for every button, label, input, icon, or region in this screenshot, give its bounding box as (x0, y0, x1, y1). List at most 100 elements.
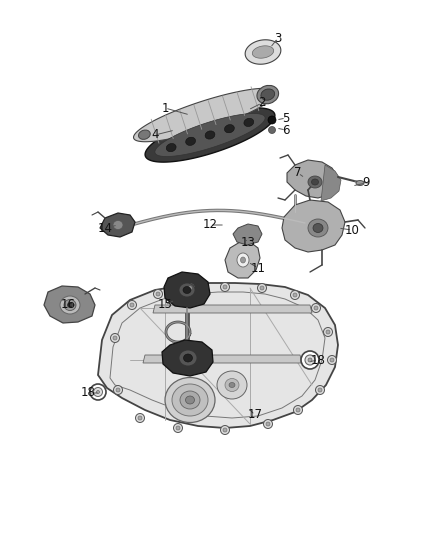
Ellipse shape (305, 355, 315, 365)
Ellipse shape (110, 334, 120, 343)
Polygon shape (233, 224, 262, 245)
Ellipse shape (223, 428, 227, 432)
Polygon shape (252, 46, 274, 58)
Ellipse shape (326, 330, 330, 334)
Polygon shape (143, 355, 302, 363)
Ellipse shape (261, 89, 275, 100)
Ellipse shape (356, 181, 364, 185)
Ellipse shape (173, 424, 183, 432)
Text: 15: 15 (158, 298, 173, 311)
Polygon shape (145, 108, 275, 162)
Ellipse shape (172, 384, 208, 416)
Ellipse shape (184, 354, 192, 362)
Ellipse shape (113, 336, 117, 340)
Ellipse shape (116, 388, 120, 392)
Ellipse shape (217, 371, 247, 399)
Ellipse shape (220, 425, 230, 434)
Ellipse shape (308, 219, 328, 237)
Polygon shape (225, 242, 260, 278)
Ellipse shape (127, 301, 137, 310)
Ellipse shape (179, 350, 197, 366)
Ellipse shape (96, 391, 99, 393)
Ellipse shape (293, 293, 297, 297)
Ellipse shape (188, 286, 192, 290)
Polygon shape (162, 340, 213, 376)
Ellipse shape (64, 300, 76, 311)
Ellipse shape (135, 414, 145, 423)
Ellipse shape (180, 391, 200, 409)
Ellipse shape (186, 396, 194, 404)
Text: 14: 14 (98, 222, 113, 235)
Ellipse shape (90, 384, 106, 400)
Ellipse shape (225, 125, 234, 133)
Ellipse shape (225, 378, 239, 392)
Ellipse shape (260, 286, 264, 290)
Ellipse shape (186, 137, 195, 146)
Ellipse shape (166, 143, 176, 152)
Text: 17: 17 (247, 408, 262, 422)
Ellipse shape (205, 131, 215, 139)
Ellipse shape (266, 422, 270, 426)
Polygon shape (282, 200, 345, 252)
Ellipse shape (223, 285, 227, 289)
Ellipse shape (313, 223, 323, 232)
Polygon shape (164, 272, 210, 308)
Polygon shape (155, 114, 265, 157)
Text: 3: 3 (274, 31, 282, 44)
Ellipse shape (311, 303, 321, 312)
Ellipse shape (138, 130, 150, 139)
Ellipse shape (296, 408, 300, 412)
Text: 9: 9 (362, 176, 370, 190)
Text: 18: 18 (81, 386, 95, 400)
Text: 5: 5 (283, 111, 290, 125)
Ellipse shape (60, 296, 80, 314)
Ellipse shape (264, 419, 272, 429)
Ellipse shape (153, 289, 162, 298)
Ellipse shape (330, 358, 334, 362)
Ellipse shape (268, 126, 276, 133)
Polygon shape (98, 283, 338, 428)
Polygon shape (44, 286, 95, 323)
Text: 13: 13 (240, 237, 255, 249)
Text: 7: 7 (294, 166, 302, 180)
Ellipse shape (186, 284, 194, 293)
Ellipse shape (138, 416, 142, 420)
Ellipse shape (324, 327, 332, 336)
Ellipse shape (220, 282, 230, 292)
Ellipse shape (240, 257, 246, 263)
Text: 2: 2 (258, 96, 266, 109)
Ellipse shape (308, 176, 322, 188)
Text: 6: 6 (282, 124, 290, 136)
Polygon shape (245, 40, 281, 64)
Text: 16: 16 (60, 298, 75, 311)
Ellipse shape (268, 116, 276, 124)
Ellipse shape (244, 118, 254, 126)
Ellipse shape (176, 426, 180, 430)
Text: 12: 12 (202, 219, 218, 231)
Ellipse shape (165, 377, 215, 423)
Ellipse shape (315, 385, 325, 394)
Ellipse shape (113, 385, 123, 394)
Ellipse shape (257, 85, 279, 104)
Ellipse shape (311, 179, 318, 185)
Ellipse shape (113, 221, 123, 230)
Polygon shape (287, 160, 338, 198)
Ellipse shape (130, 303, 134, 307)
Ellipse shape (67, 303, 73, 308)
Polygon shape (134, 88, 276, 142)
Text: 10: 10 (345, 223, 360, 237)
Ellipse shape (156, 292, 160, 296)
Text: 1: 1 (161, 101, 169, 115)
Polygon shape (100, 213, 135, 237)
Text: 18: 18 (311, 353, 325, 367)
Ellipse shape (179, 283, 195, 297)
Ellipse shape (318, 388, 322, 392)
Text: 11: 11 (251, 262, 265, 274)
Ellipse shape (258, 284, 266, 293)
Ellipse shape (229, 383, 235, 387)
Ellipse shape (328, 356, 336, 365)
Ellipse shape (293, 406, 303, 415)
Polygon shape (153, 305, 312, 313)
Ellipse shape (308, 358, 312, 362)
Ellipse shape (290, 290, 300, 300)
